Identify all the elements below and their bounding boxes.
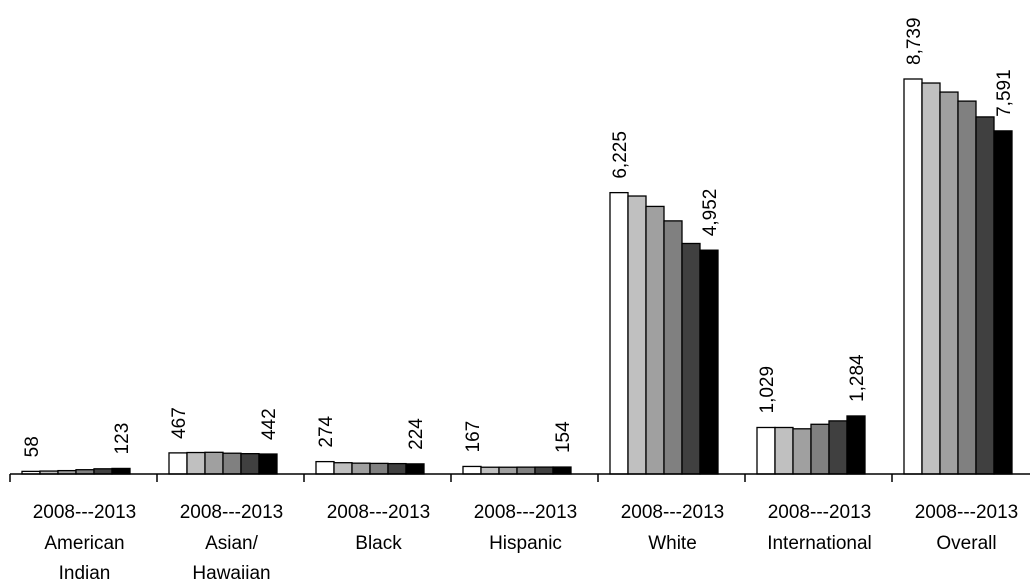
bar-2012	[240, 453, 260, 475]
bar-2010	[792, 428, 812, 475]
first-value-label: 8,739	[904, 17, 925, 65]
category-label: Hawaiian	[192, 563, 270, 584]
last-value-label: 1,284	[847, 354, 868, 402]
bar-2012	[387, 462, 407, 475]
bar-2013	[699, 249, 719, 475]
bar-2011	[369, 462, 389, 475]
last-value-label: 123	[112, 423, 133, 455]
bar-2010	[498, 466, 518, 475]
first-value-label: 167	[463, 421, 484, 453]
first-value-label: 6,225	[610, 131, 631, 179]
bar-2012	[681, 242, 701, 475]
last-value-label: 7,591	[994, 69, 1015, 117]
last-value-label: 442	[259, 408, 280, 440]
x-axis	[9, 473, 1030, 482]
last-value-label: 224	[406, 418, 427, 450]
bar-2010	[939, 91, 959, 475]
bar-2011	[810, 423, 830, 475]
year-range-label: 2008---2013	[327, 502, 431, 523]
bar-2012	[534, 466, 554, 475]
last-value-label: 154	[553, 421, 574, 453]
year-range-label: 2008---2013	[180, 502, 284, 523]
bar-2011	[222, 452, 242, 475]
bar-2013	[993, 130, 1013, 475]
first-value-label: 58	[22, 436, 43, 457]
category-labels-layer: 2008---2013 American Indian 2008---2013 Asia…	[33, 502, 1019, 584]
bar-2013	[552, 466, 572, 475]
category-label: American	[44, 533, 124, 554]
year-range-label: 2008---2013	[915, 502, 1019, 523]
category-label: Hispanic	[489, 533, 562, 554]
bar-2009	[921, 82, 941, 475]
bar-2013	[405, 463, 425, 475]
bar-2012	[93, 468, 113, 475]
bar-2009	[333, 462, 353, 475]
bar-2008	[609, 191, 629, 475]
category-label: International	[767, 533, 872, 554]
first-value-label: 274	[316, 415, 337, 447]
bar-2008	[315, 460, 335, 475]
bar-2008	[903, 78, 923, 475]
year-range-label: 2008---2013	[474, 502, 578, 523]
bar-2008	[168, 452, 188, 475]
bar-2009	[480, 466, 500, 475]
bar-2010	[351, 462, 371, 475]
value-labels-layer: 58 123 467 442 274 224 167 154 6,225 4,952 1,029 1,…	[22, 17, 1015, 457]
year-range-label: 2008---2013	[621, 502, 725, 523]
bar-2011	[957, 100, 977, 475]
category-label: Black	[355, 533, 402, 554]
first-value-label: 467	[169, 407, 190, 439]
first-value-label: 1,029	[757, 366, 778, 414]
category-label: Asian/	[205, 533, 259, 554]
bar-2008	[462, 465, 482, 475]
year-range-label: 2008---2013	[33, 502, 137, 523]
bar-2009	[186, 451, 206, 475]
bar-2013	[258, 453, 278, 475]
bar-2010	[204, 451, 224, 475]
bar-2012	[975, 116, 995, 475]
bar-2011	[516, 466, 536, 475]
last-value-label: 4,952	[700, 189, 721, 237]
category-label: White	[648, 533, 697, 554]
category-label: Indian	[59, 563, 111, 584]
bar-2013	[111, 467, 131, 475]
bars-layer	[21, 78, 1013, 475]
category-label: Overall	[936, 533, 996, 554]
bar-2009	[627, 195, 647, 475]
bar-2012	[828, 420, 848, 475]
bar-2008	[756, 426, 776, 475]
bar-2011	[663, 220, 683, 475]
bar-2013	[846, 415, 866, 475]
bar-2009	[774, 426, 794, 475]
bar-2010	[645, 205, 665, 475]
year-range-label: 2008---2013	[768, 502, 872, 523]
